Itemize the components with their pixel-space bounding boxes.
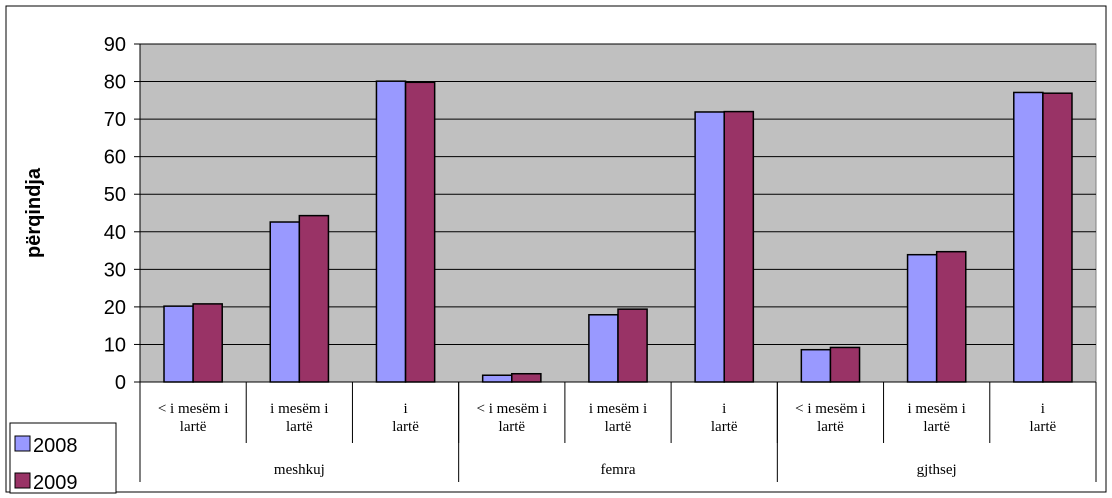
category-label: < i mesëm i lartë <box>158 401 229 435</box>
bar-2009-6 <box>723 110 755 383</box>
bar-2009-1 <box>192 303 223 383</box>
category-label: < i mesëm i lartë <box>795 401 866 435</box>
bar-2008-2 <box>269 221 301 383</box>
group-label: gjthsej <box>917 462 957 478</box>
bar-2008-5 <box>588 314 619 383</box>
bar-2009-8 <box>935 250 967 383</box>
axes <box>134 43 1097 482</box>
category-label: i lartë <box>392 401 419 435</box>
y-axis-label: përqindja <box>23 167 45 258</box>
legend-label-2008: 2008 <box>33 435 78 457</box>
bar-2008-9 <box>1013 91 1044 383</box>
bar-2009-4 <box>511 372 542 383</box>
y-tick-label: 20 <box>104 297 126 319</box>
category-label: i lartë <box>1030 401 1057 435</box>
category-label: i mesëm i lartë <box>270 401 328 435</box>
bar-2009-9 <box>1042 92 1073 383</box>
bars <box>163 80 1073 383</box>
y-tick-label: 50 <box>104 184 126 206</box>
bar-2008-4 <box>481 374 513 383</box>
bar-2009-7 <box>829 346 861 383</box>
group-label: meshkuj <box>274 462 325 478</box>
y-tick-labels: 0 10 20 30 40 50 60 70 80 90 <box>104 34 126 394</box>
y-tick-label: 30 <box>104 259 126 281</box>
y-tick-label: 80 <box>104 72 126 94</box>
y-tick-label: 60 <box>104 147 126 169</box>
y-tick-label: 90 <box>104 34 126 56</box>
bar-2009-3 <box>404 81 436 383</box>
bar-2008-6 <box>694 111 725 383</box>
bar-2009-2 <box>298 214 330 383</box>
legend-swatch-2009 <box>14 472 31 489</box>
category-label: i lartë <box>711 401 738 435</box>
bar-2008-3 <box>375 80 407 383</box>
legend-label-2009: 2009 <box>33 472 78 494</box>
category-labels: < i mesëm i lartë i mesëm i lartë i lartë mesh… <box>158 401 1057 478</box>
y-tick-label: 0 <box>115 372 126 394</box>
category-label: i mesëm i lartë <box>908 401 966 435</box>
category-label: < i mesëm i lartë <box>477 401 548 435</box>
bar-2008-7 <box>800 348 832 383</box>
bar-2008-8 <box>906 253 938 383</box>
legend-swatch-2008 <box>14 435 31 452</box>
legend: 2008 2009 <box>9 422 117 494</box>
bar-2008-1 <box>163 305 194 383</box>
bar-2009-5 <box>617 308 648 383</box>
y-tick-label: 40 <box>104 222 126 244</box>
category-label: i mesëm i lartë <box>589 401 647 435</box>
group-label: femra <box>601 462 636 478</box>
y-tick-label: 70 <box>104 109 126 131</box>
y-tick-label: 10 <box>104 334 126 356</box>
